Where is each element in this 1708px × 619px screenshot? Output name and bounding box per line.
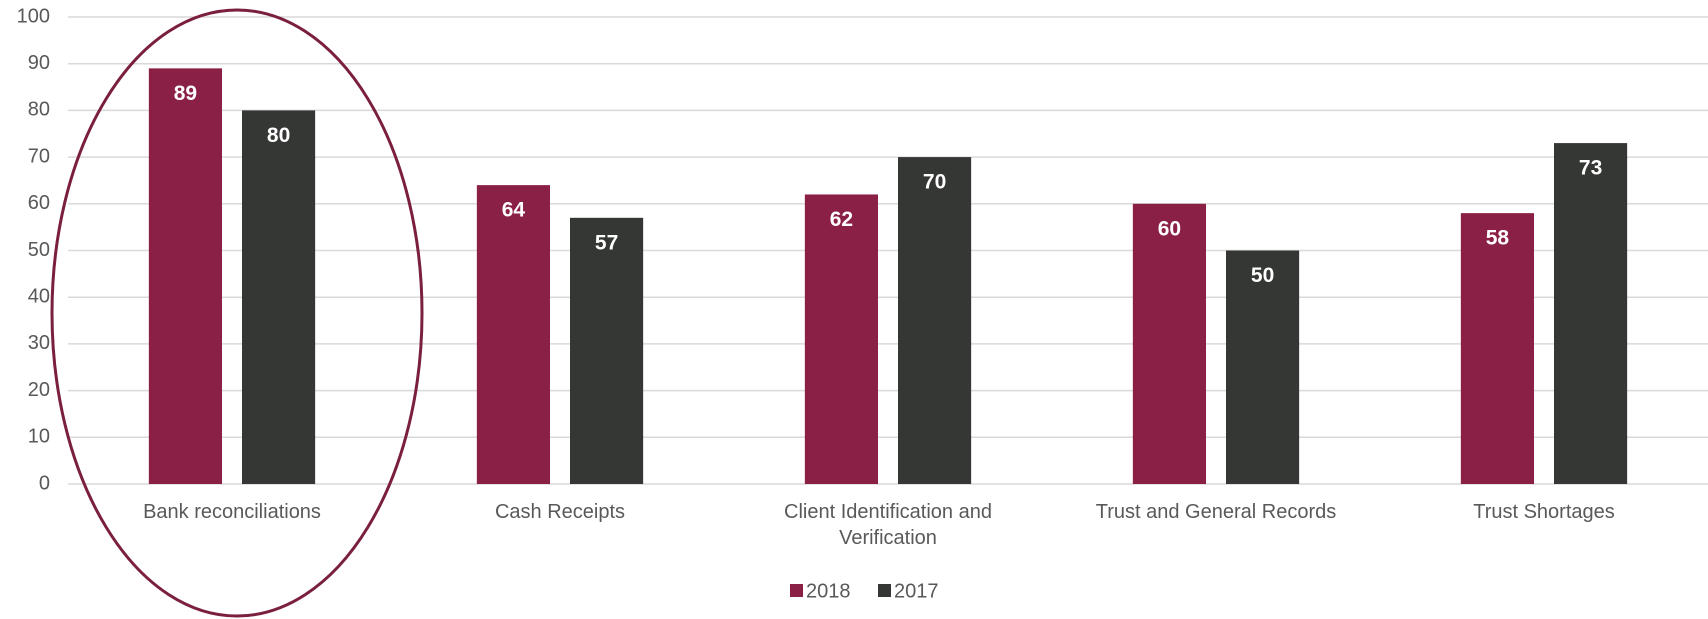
x-tick-label: Trust Shortages: [1473, 501, 1615, 523]
data-label: 57: [595, 231, 618, 254]
bar: [242, 110, 316, 485]
y-tick-label: 40: [28, 285, 50, 307]
legend-label: 2018: [806, 580, 851, 602]
y-tick-label: 60: [28, 192, 50, 214]
legend-label: 2017: [894, 580, 939, 602]
bar: [1132, 203, 1206, 485]
y-tick-label: 30: [28, 332, 50, 354]
data-label: 50: [1251, 264, 1274, 287]
data-label: 62: [830, 208, 853, 231]
data-label: 89: [174, 82, 197, 105]
legend-swatch: [878, 584, 891, 597]
data-label: 80: [267, 124, 290, 147]
y-tick-label: 20: [28, 379, 50, 401]
y-tick-label: 80: [28, 99, 50, 121]
data-label: 58: [1486, 227, 1510, 250]
y-tick-label: 100: [17, 5, 50, 27]
x-tick-label: Bank reconciliations: [143, 501, 321, 523]
y-tick-label: 70: [28, 145, 50, 167]
legend-swatch: [790, 584, 803, 597]
data-label: 60: [1158, 217, 1181, 240]
bar: [1460, 213, 1534, 484]
bar: [1226, 250, 1300, 484]
y-tick-label: 0: [39, 472, 50, 494]
data-label: 73: [1579, 157, 1602, 180]
bar: [898, 157, 972, 484]
x-tick-label: Cash Receipts: [494, 501, 626, 523]
bar: [148, 68, 222, 485]
bar: [1554, 143, 1628, 484]
y-tick-label: 90: [28, 52, 50, 74]
data-label: 70: [923, 171, 946, 194]
bar: [476, 185, 550, 484]
x-tick-label: Client Identification and Verification: [784, 501, 992, 549]
highlight-ellipse: [50, 8, 424, 618]
y-tick-label: 50: [28, 239, 50, 261]
y-tick-label: 10: [28, 426, 50, 448]
bar: [804, 194, 878, 484]
bar: [570, 217, 644, 484]
x-tick-label: Trust and General Records: [1095, 501, 1337, 523]
data-label: 64: [502, 199, 526, 222]
